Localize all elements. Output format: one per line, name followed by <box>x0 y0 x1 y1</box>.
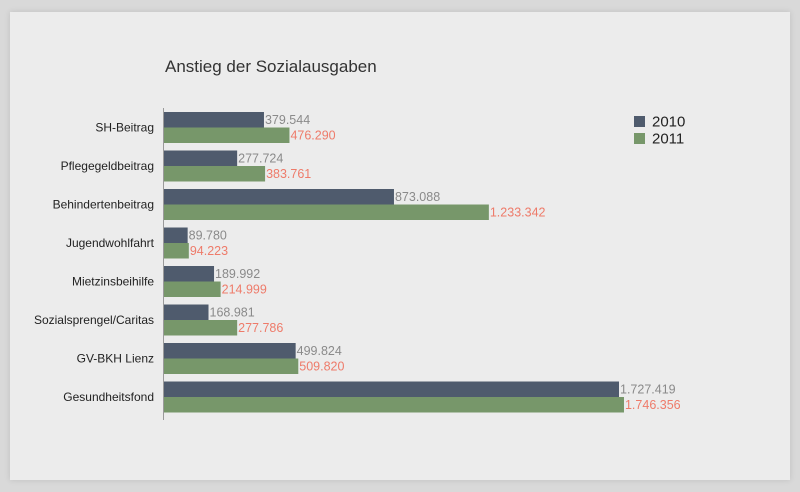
data-label-2011: 94.223 <box>190 244 228 258</box>
data-label-2010: 89.780 <box>189 229 227 243</box>
category-label: GV-BKH Lienz <box>77 352 154 366</box>
bar-2011 <box>164 127 290 143</box>
legend-swatch-2010 <box>634 116 645 127</box>
data-label-2011: 1.233.342 <box>490 206 546 220</box>
bar-2011 <box>164 320 238 336</box>
chart-title: Anstieg der Sozialausgaben <box>165 57 377 76</box>
legend-swatch-2011 <box>634 133 645 144</box>
data-label-2010: 189.992 <box>215 267 260 281</box>
bar-2011 <box>164 281 221 297</box>
legend-label-2010: 2010 <box>652 114 685 131</box>
data-label-2010: 168.981 <box>210 306 255 320</box>
bar-2010 <box>164 227 188 243</box>
bar-2011 <box>164 166 266 182</box>
bars-group: SH-Beitrag 379.544 476.290 Pflegegeldbeitra… <box>34 112 681 413</box>
data-label-2010: 873.088 <box>395 190 440 204</box>
bar-2010 <box>164 189 394 205</box>
bar-2010 <box>164 112 264 128</box>
legend-label-2011: 2011 <box>652 131 684 148</box>
category-label: Jugendwohlfahrt <box>66 236 155 250</box>
data-label-2011: 476.290 <box>290 129 335 143</box>
category-label: Gesundheitsfond <box>63 390 154 404</box>
bar-2011 <box>164 243 189 259</box>
bar-2011 <box>164 358 299 374</box>
bar-2010 <box>164 343 296 359</box>
data-label-2011: 383.761 <box>266 167 311 181</box>
category-label: Pflegegeldbeitrag <box>61 159 154 173</box>
data-label-2011: 277.786 <box>238 321 283 335</box>
category-label: Behindertenbeitrag <box>53 198 154 212</box>
data-label-2010: 1.727.419 <box>620 383 676 397</box>
data-label-2010: 379.544 <box>265 113 310 127</box>
category-label: Mietzinsbeihilfe <box>72 275 154 289</box>
data-label-2011: 1.746.356 <box>625 398 681 412</box>
bar-2010 <box>164 304 209 320</box>
data-label-2011: 509.820 <box>299 360 344 374</box>
category-label: SH-Beitrag <box>95 121 154 135</box>
data-label-2010: 499.824 <box>297 344 342 358</box>
bar-2011 <box>164 397 624 413</box>
bar-2011 <box>164 204 489 220</box>
bar-2010 <box>164 150 238 166</box>
data-label-2011: 214.999 <box>222 283 267 297</box>
category-label: Sozialsprengel/Caritas <box>34 313 154 327</box>
bar-2010 <box>164 266 215 282</box>
data-label-2010: 277.724 <box>238 152 283 166</box>
bar-2010 <box>164 381 619 397</box>
